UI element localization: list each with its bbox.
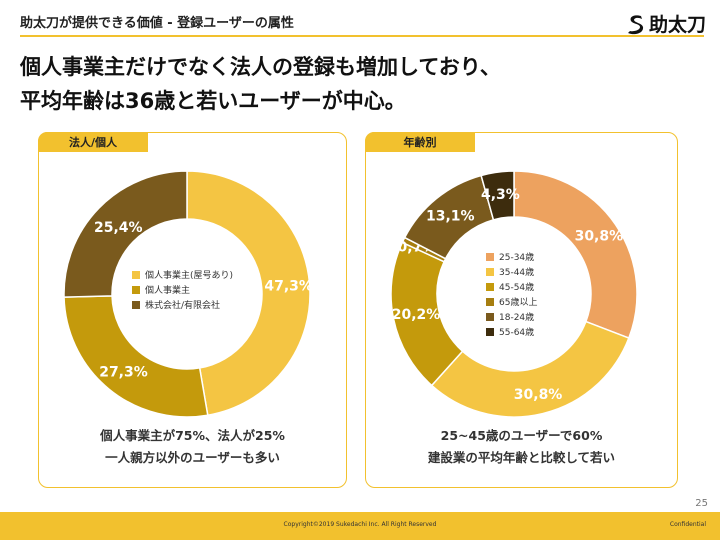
data-label-1: 27,3% [99,364,148,380]
headline-line-1: 個人事業主だけでなく法人の登録も増加しており、 [20,55,501,79]
right-caption-line-2: 建設業の平均年齢と比較して若い [427,450,616,465]
confidential-label: Confidential [669,521,706,528]
data-label-2: 25,4% [94,220,143,236]
data-label-1: 30,8% [514,387,563,403]
data-label-0: 47,3% [264,278,313,294]
donut-slice-1 [63,295,209,418]
chart-legend-right: 25-34歳 35-44歳 45-54歳 65歳以上 18-24歳 55-64歳 [486,249,537,339]
right-caption: 25~45歳のユーザーで60% 建設業の平均年齢と比較して若い [366,425,677,469]
legend-item-3: 65歳以上 [486,294,537,309]
legend-item-2: 45-54歳 [486,279,537,294]
legend-label-5: 55-64歳 [499,328,535,338]
donut-slice-1 [430,320,630,418]
data-label-2: 20,2% [392,307,441,323]
chart-legend-left: 個人事業主(屋号あり) 個人事業主株式会社/有限会社 [132,267,233,312]
left-caption-line-2: 一人親方以外のユーザーも多い [105,450,280,465]
headline-line-2: 平均年齢は36歳と若いユーザーが中心。 [20,89,406,113]
age-group-card: 年齢別 30,8% 30,8% 20,2% 0,7% 13,1% 4,3% 25-34歳 3… [365,132,678,488]
legend-item-1: 35-44歳 [486,264,537,279]
card-tab-age-group: 年齢別 [365,132,475,152]
legend-item-5: 55-64歳 [486,324,537,339]
legend-label-2: 株式会社/有限会社 [145,301,221,311]
donut-slice-2 [63,170,188,298]
donut-svg-left: 47,3% 27,3% 25,4% [63,170,313,418]
legend-swatch-5 [486,327,494,336]
legend-label-2: 45-54歳 [499,283,535,293]
legend-swatch-0 [486,252,494,261]
legend-swatch-4 [486,312,494,321]
legend-item-4: 18-24歳 [486,309,537,324]
legend-label-0: 25-34歳 [499,253,535,263]
data-label-5: 4,3% [481,187,520,203]
brand-logo: 助太刀 [626,10,706,37]
legend-label-3: 65歳以上 [499,298,538,308]
legend-swatch-3 [486,297,494,306]
header-divider [20,35,704,37]
legend-item-0: 個人事業主(屋号あり) [132,267,233,282]
page-number: 25 [695,498,708,509]
card-tab-corporate-individual: 法人/個人 [38,132,148,152]
legend-label-4: 18-24歳 [499,313,535,323]
legend-label-1: 個人事業主 [145,286,191,296]
donut-slice-5 [480,170,515,221]
legend-label-0: 個人事業主(屋号あり) [145,271,234,281]
legend-swatch-1 [486,267,494,276]
logo-text: 助太刀 [648,14,706,36]
donut-slice-0 [513,170,638,340]
copyright-text: Copyright©2019 Sukedachi Inc. All Right … [283,521,437,528]
legend-item-2: 株式会社/有限会社 [132,297,233,312]
corporate-individual-card: 法人/個人 47,3% 27,3% 25,4% 個人事業主(屋号あり) 個人事業主株式… [38,132,347,488]
legend-item-0: 25-34歳 [486,249,537,264]
data-label-4: 13,1% [426,209,475,225]
left-caption-line-1: 個人事業主が75%、法人が25% [100,428,285,443]
logo-mark-icon [627,14,644,34]
right-caption-line-1: 25~45歳のユーザーで60% [440,428,603,443]
legend-swatch-1 [132,285,140,294]
footer-bar: Copyright©2019 Sukedachi Inc. All Right … [0,512,720,540]
legend-swatch-2 [486,282,494,291]
legend-swatch-2 [132,300,140,309]
legend-swatch-0 [132,270,140,279]
donut-slice-0 [186,170,311,417]
legend-item-1: 個人事業主 [132,282,233,297]
page-headline: 個人事業主だけでなく法人の登録も増加しており、 平均年齢は36歳と若いユーザーが… [20,50,501,118]
legend-label-1: 35-44歳 [499,268,535,278]
left-caption: 個人事業主が75%、法人が25% 一人親方以外のユーザーも多い [39,425,346,469]
data-label-0: 30,8% [575,229,624,245]
header-title: 助太刀が提供できる価値 - 登録ユーザーの属性 [20,16,294,31]
donut-svg-right: 30,8%30,8%20,2%0,7%13,1%4,3% [390,170,638,418]
